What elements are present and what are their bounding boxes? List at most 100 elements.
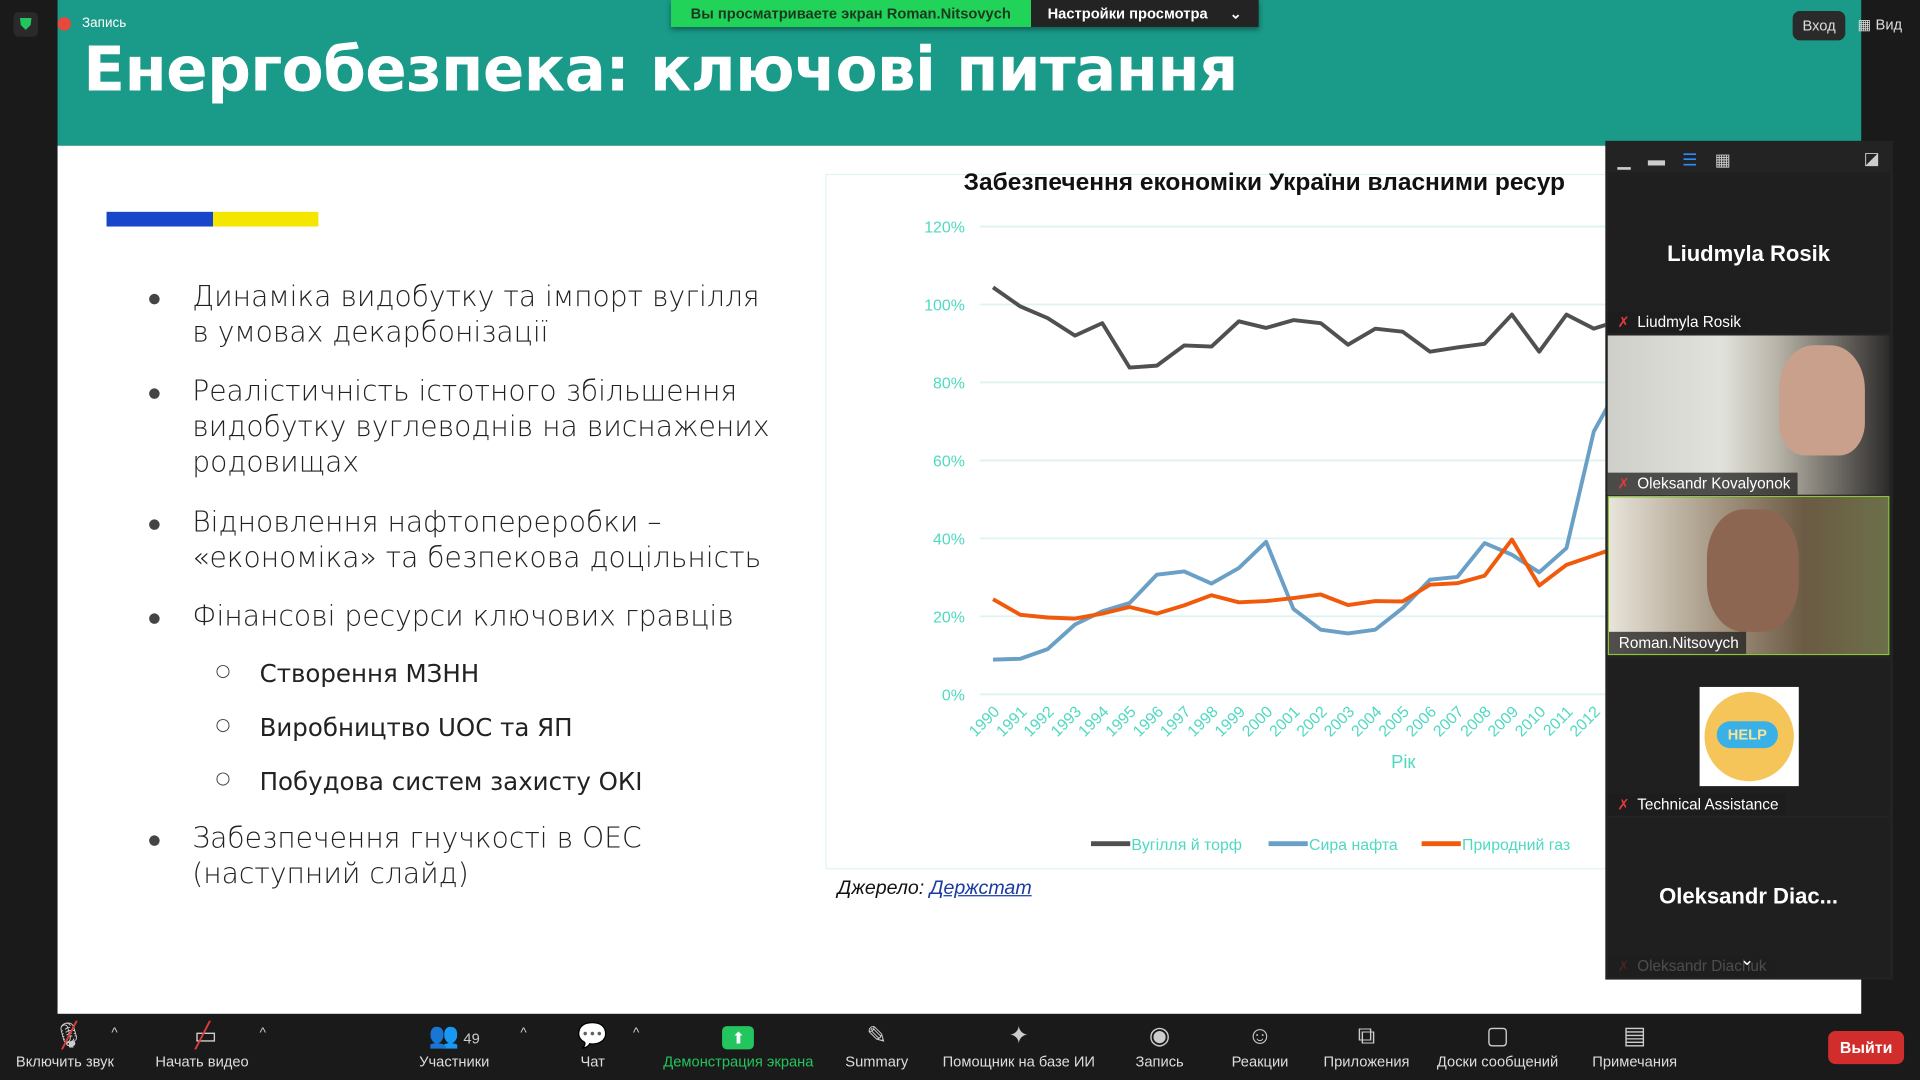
x-tick-label: 2003: [1321, 703, 1358, 740]
bullet-text: Динаміка видобутку та імпорт вугілля в у…: [192, 281, 760, 349]
toolbar-chat-button[interactable]: 💬 Чат: [577, 1021, 607, 1070]
slide-title: Енергобезпека: ключові питання: [83, 34, 1238, 106]
mic-muted-icon: 🎙╱: [52, 1022, 85, 1050]
participants-video-panel: ▁ ▬ ☰ ▦ ◪ Liudmyla Rosik ✗ Liudmyla Rosik…: [1605, 140, 1894, 980]
flag-yellow: [213, 211, 319, 227]
bullet-text: Фінансові ресурси ключових гравців: [192, 601, 734, 634]
toolbar-reactions-button[interactable]: ☺ Реакции: [1232, 1021, 1289, 1070]
sub-bullet-2: ○ Виробництво UOC та ЯП: [215, 712, 573, 743]
chart-title: Забезпечення економіки України власними …: [963, 168, 1566, 196]
toolbar-label: Приложения: [1323, 1053, 1410, 1071]
participant-name: Liudmyla Rosik: [1637, 313, 1742, 331]
participant-name-label: ✗ Technical Assistance: [1607, 793, 1786, 816]
bullet-text: Відновлення нафтопереробки – «економіка»…: [192, 506, 762, 575]
speaker-view-icon[interactable]: ▬: [1647, 149, 1666, 169]
toolbar-video-off-button[interactable]: ▭╱ Начать видео: [155, 1021, 248, 1070]
ai-sparkle-icon: ✦: [1008, 1022, 1030, 1050]
toolbar-participants-button[interactable]: 👥 49 Участники: [419, 1021, 489, 1070]
participant-video-tile-active[interactable]: Roman.Nitsovych: [1607, 495, 1890, 656]
toolbar-label: Реакции: [1231, 1053, 1289, 1071]
participant-video: [1706, 509, 1799, 632]
participant-tile[interactable]: HELP ✗ Technical Assistance: [1607, 658, 1890, 816]
toolbar-ai-sparkle-button[interactable]: ✦ Помощник на базе ИИ: [943, 1021, 1095, 1070]
mic-muted-icon: ✗: [1617, 313, 1630, 331]
toolbar-label: Чат: [580, 1053, 605, 1071]
toolbar-summary-button[interactable]: ✎ Summary: [845, 1021, 908, 1070]
x-tick-label: 2001: [1267, 703, 1304, 740]
x-tick-label: 2009: [1485, 703, 1522, 740]
bullet-text: Забезпечення гнучкості в ОЕС (наступний …: [192, 822, 642, 891]
toolbar-apps-button[interactable]: ⧉ Приложения: [1324, 1021, 1410, 1070]
x-tick-label: 2008: [1458, 703, 1495, 740]
series-line-3: [992, 537, 1606, 621]
caret-up-icon[interactable]: ^: [633, 1026, 640, 1041]
x-tick-label: 2006: [1403, 703, 1440, 740]
notes-icon: ▤: [1623, 1022, 1647, 1050]
strip-view-icon[interactable]: ☰: [1682, 149, 1698, 169]
toolbar-record-button[interactable]: ◉ Запись: [1135, 1021, 1183, 1070]
scroll-down-chevron-icon[interactable]: ⌄: [1740, 948, 1755, 969]
summary-icon: ✎: [866, 1022, 887, 1050]
participants-icon: 👥 49: [428, 1022, 480, 1050]
apps-icon: ⧉: [1357, 1022, 1376, 1050]
participant-tile[interactable]: Oleksandr Diac... ✗ Oleksandr Diachuk ⌄: [1607, 817, 1890, 978]
participant-tile[interactable]: Liudmyla Rosik ✗ Liudmyla Rosik: [1607, 172, 1890, 334]
caret-up-icon[interactable]: ^: [520, 1026, 527, 1041]
sub-bullet-text: Створення МЗНН: [259, 658, 480, 689]
toolbar-share-screen-button[interactable]: ⬆ Демонстрация экрана: [663, 1021, 813, 1070]
x-tick-label: 2002: [1294, 703, 1331, 740]
y-tick-label: 80%: [933, 376, 965, 393]
chart-frame: [825, 173, 1634, 870]
sub-bullet-text: Виробництво UOC та ЯП: [259, 712, 573, 743]
panel-controls: ▁ ▬ ☰ ▦: [1618, 149, 1731, 170]
participant-video-tile[interactable]: ✗ Oleksandr Kovalyonok: [1607, 335, 1890, 495]
y-tick-label: 40%: [933, 531, 965, 548]
toolbar-mic-muted-button[interactable]: 🎙╱ Включить звук: [16, 1021, 114, 1070]
x-tick-label: 1991: [993, 703, 1030, 740]
video-off-icon: ▭╱: [194, 1022, 218, 1050]
gallery-view-icon[interactable]: ▦: [1714, 149, 1731, 169]
security-shield-icon[interactable]: ⛊: [13, 12, 38, 37]
pop-out-icon[interactable]: ◪: [1863, 148, 1880, 168]
source-link[interactable]: Держстат: [929, 877, 1032, 899]
x-tick-label: 1999: [1212, 703, 1249, 740]
toolbar-label: Включить звук: [15, 1053, 114, 1071]
y-tick-label: 100%: [924, 298, 965, 315]
share-screen-icon: ⬆: [663, 1021, 813, 1053]
participant-name-label: ✗ Oleksandr Kovalyonok: [1607, 472, 1798, 495]
toolbar-label: Запись: [1135, 1053, 1184, 1071]
view-settings-button[interactable]: Настройки просмотра ⌄: [1030, 0, 1260, 27]
signin-button[interactable]: Вход: [1792, 11, 1846, 41]
leave-button[interactable]: Выйти: [1828, 1031, 1905, 1065]
recording-label[interactable]: Запись: [82, 15, 127, 31]
x-tick-label: 1996: [1130, 703, 1167, 740]
minimize-icon[interactable]: ▁: [1617, 149, 1631, 169]
help-avatar: HELP: [1699, 686, 1799, 787]
caret-up-icon[interactable]: ^: [259, 1026, 266, 1041]
help-avatar-text: HELP: [1716, 721, 1778, 749]
chevron-down-icon: ⌄: [1229, 4, 1242, 23]
participant-name: Technical Assistance: [1637, 795, 1779, 814]
participant-name: Oleksandr Kovalyonok: [1637, 475, 1791, 493]
chart-plot: 1990199119921993199419951996199719981999…: [966, 225, 1606, 741]
participant-name-label: ✗ Oleksandr Diachuk: [1607, 955, 1774, 978]
view-label: Вид: [1875, 15, 1903, 34]
toolbar-notes-button[interactable]: ▤ Примечания: [1592, 1021, 1677, 1070]
toolbar-whiteboard-button[interactable]: ▢ Доски сообщений: [1437, 1021, 1558, 1070]
x-tick-label: 1992: [1021, 703, 1058, 740]
caret-up-icon[interactable]: ^: [111, 1026, 118, 1041]
participant-count: 49: [459, 1029, 480, 1047]
y-tick-label: 0%: [942, 687, 965, 704]
mic-muted-icon: ✗: [1617, 957, 1630, 975]
mic-muted-icon: ✗: [1617, 795, 1630, 814]
toolbar-label: Участники: [419, 1053, 490, 1071]
legend-label: Вугілля й торф: [1131, 837, 1242, 854]
toolbar-label: Summary: [845, 1053, 909, 1071]
participant-big-name: Oleksandr Diac...: [1659, 884, 1838, 909]
bullet-4: ● Фінансові ресурси ключових гравців: [146, 601, 734, 634]
legend-label: Природний газ: [1462, 837, 1570, 854]
view-button[interactable]: ▦ Вид: [1858, 16, 1903, 33]
bullet-2: ● Реалістичність істотного збільшення вид…: [146, 375, 770, 479]
